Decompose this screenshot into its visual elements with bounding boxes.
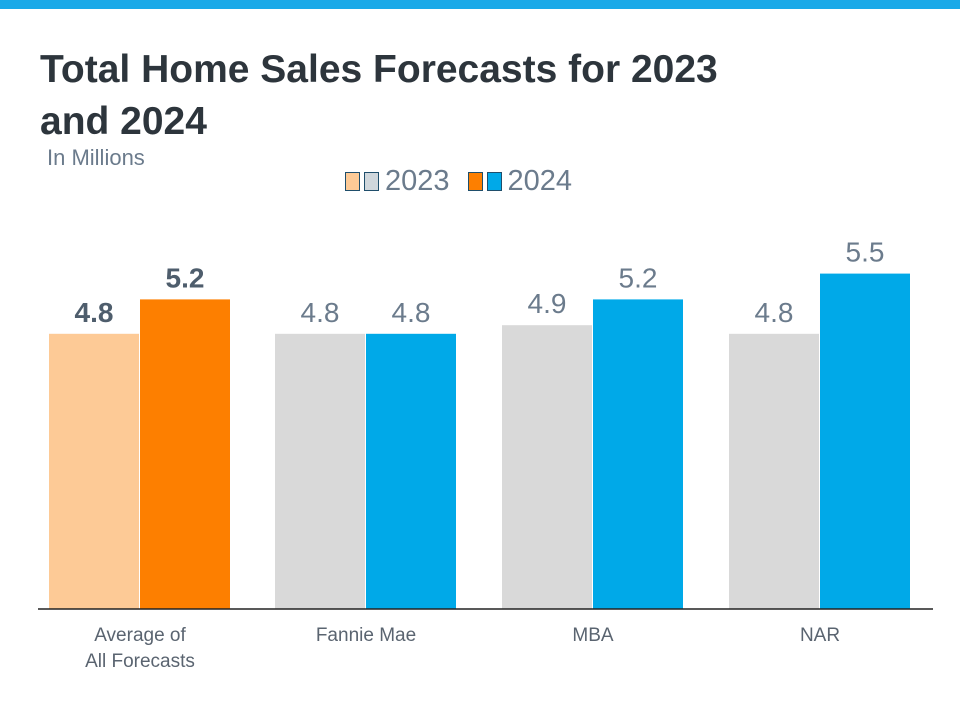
category-label-1: Fannie Mae [316, 625, 416, 646]
data-label-2023-1: 4.8 [301, 297, 340, 328]
data-label-2023-0: 4.8 [75, 297, 114, 328]
legend-swatch-2023-average [345, 172, 360, 191]
data-label-2024-3: 5.5 [846, 237, 885, 268]
bar-2023-1 [275, 333, 365, 609]
bar-2024-0 [140, 299, 230, 609]
bar-2023-2 [502, 325, 592, 609]
bar-2024-2 [593, 299, 683, 609]
legend-label-2024: 2024 [507, 165, 573, 197]
bar-2024-3 [820, 273, 910, 609]
category-label-2: MBA [572, 625, 614, 646]
bar-2023-3 [729, 333, 819, 609]
bar-2023-0 [49, 333, 139, 609]
data-label-2023-3: 4.8 [755, 297, 794, 328]
data-label-2024-1: 4.8 [392, 297, 431, 328]
data-label-2023-2: 4.9 [528, 288, 567, 319]
bar-2024-1 [366, 333, 456, 609]
legend-swatch-2024 [486, 172, 502, 191]
chart-title: Total Home Sales Forecasts for 2023 and … [40, 48, 718, 143]
category-label-0: Average of [94, 625, 186, 646]
data-label-2024-2: 5.2 [619, 262, 658, 293]
category-label-0: All Forecasts [85, 651, 195, 672]
legend-label-2023: 2023 [385, 165, 450, 197]
legend: 2023 2024 [345, 165, 590, 198]
chart-subtitle: In Millions [47, 145, 145, 170]
top-accent-bar [0, 0, 960, 9]
category-label-3: NAR [800, 625, 840, 646]
legend-swatch-2023 [364, 172, 379, 191]
legend-swatch-2024-average [467, 172, 483, 191]
data-label-2024-0: 5.2 [166, 262, 205, 293]
